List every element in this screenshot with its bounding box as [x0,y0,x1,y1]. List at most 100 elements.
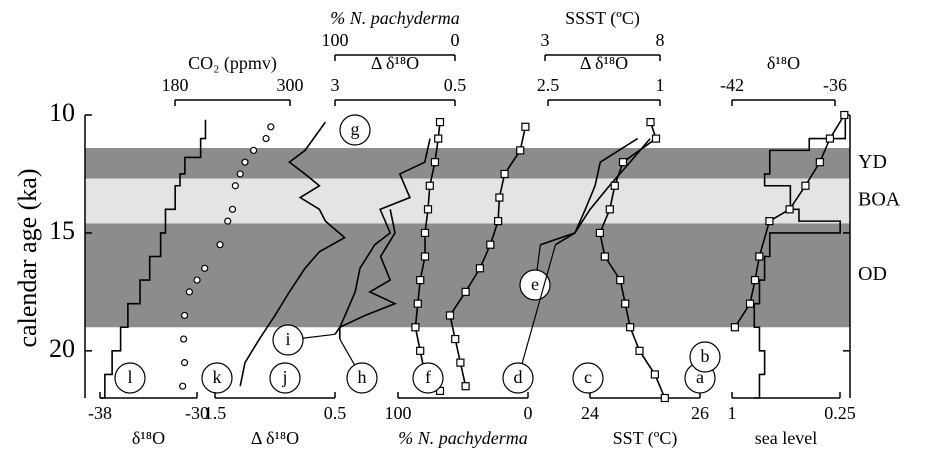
series-label: a [696,367,704,387]
data-point [430,158,440,167]
data-point [262,134,270,143]
x-axis-title: δ¹⁸O [132,428,165,448]
x-tick-label: 3 [331,75,340,95]
x-axis-title: Δ δ¹⁸O [251,428,299,448]
data-point [420,252,430,261]
series-label-circle [502,362,534,394]
zone-label: BOA [858,189,901,211]
series-label-circle [269,362,301,394]
series-label-circle [272,324,304,356]
data-point [416,275,425,285]
zone-band [85,178,850,224]
y-tick-label: 20 [49,334,75,363]
data-point [646,117,655,127]
data-point [416,346,425,355]
y-tick-label: 15 [49,216,75,245]
series-label: c [584,367,592,387]
data-point [486,240,495,249]
x-tick-label: 100 [385,403,412,423]
x-axis-title: SSST (ºC) [565,8,640,29]
label-pointer [517,244,557,379]
data-point [180,359,189,367]
series-label-circle [572,362,604,394]
data-point [610,181,619,190]
data-point [185,288,193,296]
data-point [815,158,824,167]
x-tick-label: 180 [162,75,189,95]
data-point [745,299,755,308]
data-point [765,217,774,226]
series-label: i [285,329,290,349]
series-line [100,119,207,399]
data-point [267,123,275,131]
series-label-circle [346,362,378,394]
x-axis-title: CO₂ (ppmv) [188,53,277,74]
data-point [801,181,810,190]
x-tick-label: 0 [524,403,533,423]
data-point [521,122,530,131]
series-label-circle [689,341,721,373]
y-axis-title: calendar age (ka) [13,169,42,348]
data-point [618,158,628,167]
x-axis-title: Δ δ¹⁸O [580,53,628,73]
series-label: l [127,367,132,387]
x-axis-title: sea level [755,428,817,448]
data-point [228,205,237,213]
data-point [730,323,739,332]
series-label: d [514,367,523,387]
data-point [650,370,660,379]
data-point [180,311,189,320]
x-tick-label: 0.5 [444,75,467,95]
data-point [413,299,422,308]
data-point [500,169,509,179]
x-axis-title: Δ δ¹⁸O [371,53,419,73]
x-tick-label: -42 [720,75,744,95]
data-point [435,117,445,127]
data-point [635,346,644,355]
data-point [750,275,760,285]
series-label-circle [201,362,233,394]
x-axis-title: % N. pachyderma [330,8,459,28]
data-point [241,158,249,166]
data-point [600,252,609,261]
zone-band [85,148,850,179]
data-point [651,134,661,143]
data-point [840,110,849,120]
series-line [540,138,651,246]
data-point [445,311,455,320]
data-point [626,323,635,332]
data-point [595,228,605,238]
x-tick-label: 26 [691,403,709,423]
data-point [423,205,433,214]
data-point [224,217,232,225]
data-point [755,252,764,261]
x-axis-title: % N. pachyderma [398,428,527,448]
series-label: f [425,367,431,387]
series-label: j [281,367,287,387]
series-label-circle [339,114,371,146]
data-point [236,170,244,178]
data-point [475,264,484,273]
x-tick-label: 1.5 [204,403,227,423]
x-tick-label: 1 [728,403,737,423]
series-line [753,115,847,399]
x-tick-label: 24 [581,403,599,423]
series-label-circle [412,362,444,394]
series-label: g [351,119,360,139]
series-line [555,137,639,246]
x-tick-label: -36 [823,75,847,95]
data-point [461,382,470,391]
data-point [494,217,503,226]
series-label: k [213,367,222,387]
x-axis-title: δ¹⁸O [767,53,800,73]
data-point [420,228,430,238]
data-point [825,134,835,143]
x-tick-label: 3 [541,30,550,50]
data-point [495,193,504,202]
data-point [451,334,460,344]
series-label-circle [114,362,146,394]
x-tick-label: 2.5 [537,75,560,95]
data-point [179,382,187,390]
data-point [461,287,470,296]
